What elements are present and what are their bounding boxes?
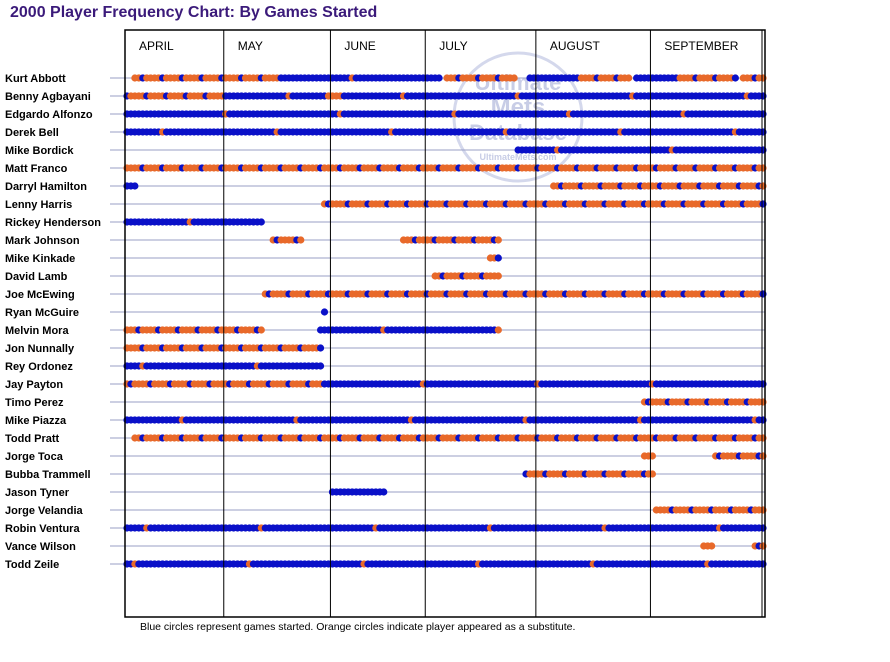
month-labels: APRIL MAY JUNE JULY AUGUST SEPTEMBER	[139, 39, 739, 53]
player-label: Edgardo Alfonzo	[5, 109, 93, 121]
substitute-dot	[648, 470, 657, 478]
month-label: JULY	[439, 39, 467, 53]
player-label: Jorge Toca	[5, 451, 64, 463]
month-label: JUNE	[344, 39, 375, 53]
player-label: Todd Zeile	[5, 559, 59, 571]
substitute-dot	[494, 326, 502, 334]
substitute-dot	[625, 74, 633, 82]
player-label: Jay Payton	[5, 379, 63, 391]
player-label: David Lamb	[5, 271, 68, 283]
player-label: Mike Kinkade	[5, 253, 75, 265]
player-label: Todd Pratt	[5, 433, 60, 445]
player-label: Mike Bordick	[5, 145, 74, 157]
player-label: Derek Bell	[5, 127, 59, 139]
month-label: MAY	[238, 39, 263, 53]
watermark-text: UltimateMets.com	[479, 152, 556, 162]
player-label: Mark Johnson	[5, 235, 80, 247]
player-label: Joe McEwing	[5, 289, 75, 301]
started-dot	[494, 254, 502, 262]
substitute-dot	[297, 236, 305, 244]
player-label: Rey Ordonez	[5, 361, 73, 373]
player-label: Robin Ventura	[5, 523, 80, 535]
chart-title: 2000 Player Frequency Chart: By Games St…	[10, 4, 378, 21]
started-dot	[131, 182, 139, 190]
started-dot	[257, 218, 265, 226]
month-label: APRIL	[139, 39, 174, 53]
player-label: Jason Tyner	[5, 487, 70, 499]
game-dots	[123, 74, 767, 568]
player-label: Vance Wilson	[5, 541, 76, 553]
month-label: AUGUST	[550, 39, 601, 53]
substitute-dot	[708, 542, 716, 550]
player-label: Rickey Henderson	[5, 217, 101, 229]
plot-border	[124, 29, 766, 618]
player-label: Melvin Mora	[5, 325, 69, 337]
started-dot	[320, 308, 329, 316]
chart-frame	[124, 29, 766, 618]
started-dot	[731, 74, 739, 82]
player-label: Kurt Abbott	[5, 73, 66, 85]
substitute-dot	[648, 452, 657, 460]
started-dot	[316, 362, 325, 370]
player-label: Darryl Hamilton	[5, 181, 87, 193]
player-label: Timo Perez	[5, 397, 64, 409]
legend-note: Blue circles represent games started. Or…	[140, 621, 575, 633]
started-dot	[316, 344, 325, 352]
substitute-dot	[494, 236, 502, 244]
month-label: SEPTEMBER	[664, 39, 738, 53]
watermark-text: Ultimate	[475, 70, 562, 95]
player-label: Matt Franco	[5, 163, 68, 175]
player-label: Jon Nunnally	[5, 343, 75, 355]
player-label: Mike Piazza	[5, 415, 67, 427]
started-dot	[380, 488, 388, 496]
player-labels: Kurt Abbott Benny Agbayani Edgardo Alfonzo…	[5, 73, 101, 571]
player-label: Lenny Harris	[5, 199, 72, 211]
substitute-dot	[257, 326, 265, 334]
substitute-dot	[494, 272, 502, 280]
player-label: Benny Agbayani	[5, 91, 91, 103]
player-label: Jorge Velandia	[5, 505, 84, 517]
player-label: Bubba Trammell	[5, 469, 91, 481]
started-dot	[435, 74, 443, 82]
substitute-dot	[510, 74, 518, 82]
player-label: Ryan McGuire	[5, 307, 79, 319]
